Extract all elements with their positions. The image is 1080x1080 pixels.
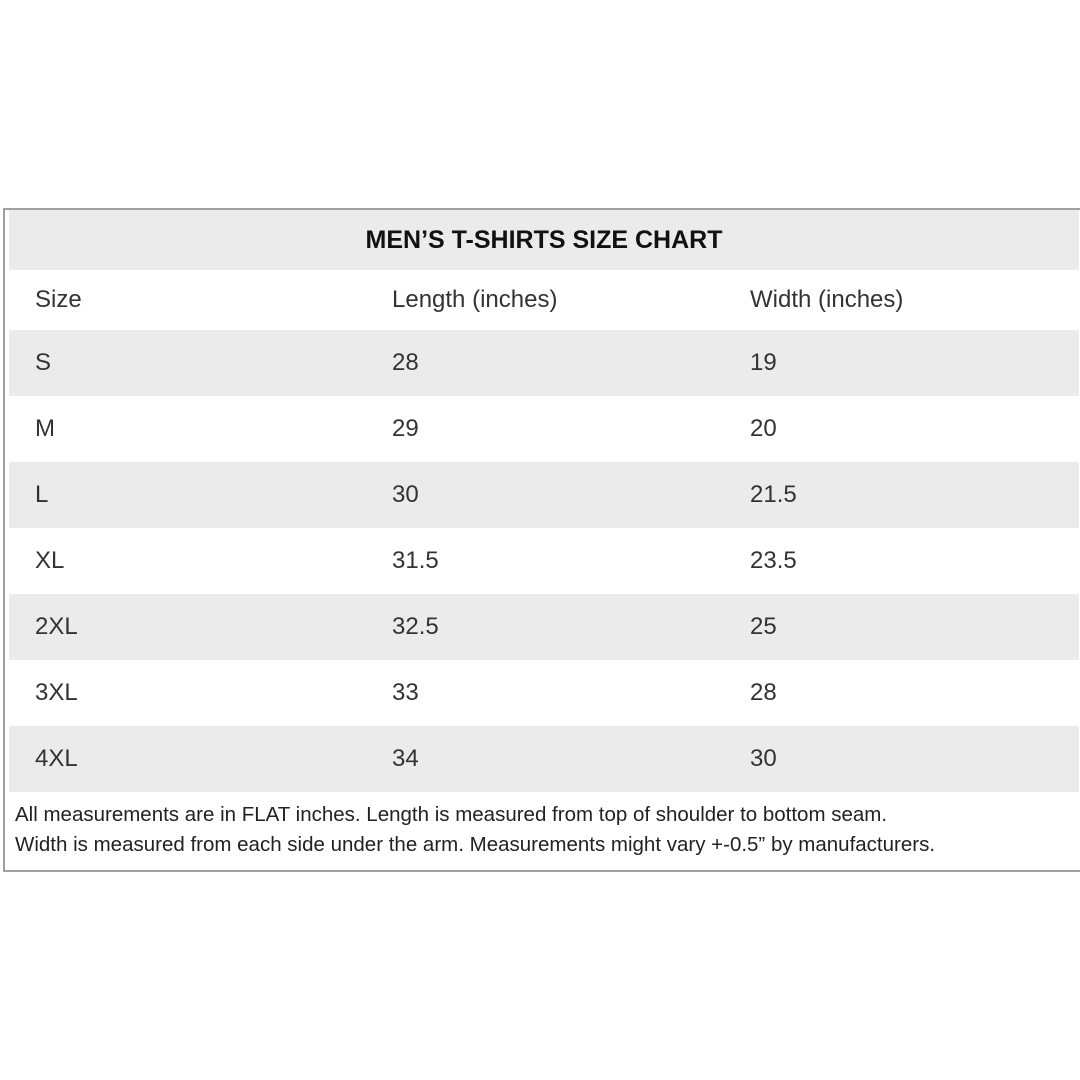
size-cell: 4XL <box>35 745 78 772</box>
size-cell: 2XL <box>35 613 78 640</box>
width-cell: 21.5 <box>750 481 797 508</box>
header-size: Size <box>35 286 82 313</box>
table-row: 2XL 32.5 25 <box>9 594 1079 660</box>
footnote-line-2: Width is measured from each side under t… <box>15 833 936 856</box>
width-cell: 20 <box>750 415 777 442</box>
width-cell: 30 <box>750 745 777 772</box>
width-cell: 28 <box>750 679 777 706</box>
table-row: M 29 20 <box>9 396 1079 462</box>
size-cell: XL <box>35 547 65 574</box>
length-cell: 34 <box>392 745 419 772</box>
size-cell: L <box>35 481 49 508</box>
footnote-line-1: All measurements are in FLAT inches. Len… <box>15 803 888 826</box>
table-row: XL 31.5 23.5 <box>9 528 1079 594</box>
header-length: Length (inches) <box>392 286 558 313</box>
header-row: Size Length (inches) Width (inches) <box>9 270 1079 330</box>
header-width: Width (inches) <box>750 286 904 313</box>
length-cell: 28 <box>392 349 419 376</box>
length-cell: 30 <box>392 481 419 508</box>
size-cell: M <box>35 415 55 442</box>
table-row: S 28 19 <box>9 330 1079 396</box>
width-cell: 25 <box>750 613 777 640</box>
length-cell: 32.5 <box>392 613 439 640</box>
footnote: All measurements are in FLAT inches. Len… <box>9 792 1079 860</box>
size-chart-table: MEN’S T-SHIRTS SIZE CHART Size Length (i… <box>3 208 1080 872</box>
table-body: S 28 19 M 29 20 L 30 21.5 XL 31.5 23.5 2XL 32.5 25 3XL 3… <box>9 330 1079 792</box>
length-cell: 33 <box>392 679 419 706</box>
width-cell: 23.5 <box>750 547 797 574</box>
length-cell: 31.5 <box>392 547 439 574</box>
length-cell: 29 <box>392 415 419 442</box>
table-row: 4XL 34 30 <box>9 726 1079 792</box>
size-cell: 3XL <box>35 679 78 706</box>
table-row: L 30 21.5 <box>9 462 1079 528</box>
table-row: 3XL 33 28 <box>9 660 1079 726</box>
size-cell: S <box>35 349 52 376</box>
chart-title: MEN’S T-SHIRTS SIZE CHART <box>9 210 1079 270</box>
width-cell: 19 <box>750 349 777 376</box>
